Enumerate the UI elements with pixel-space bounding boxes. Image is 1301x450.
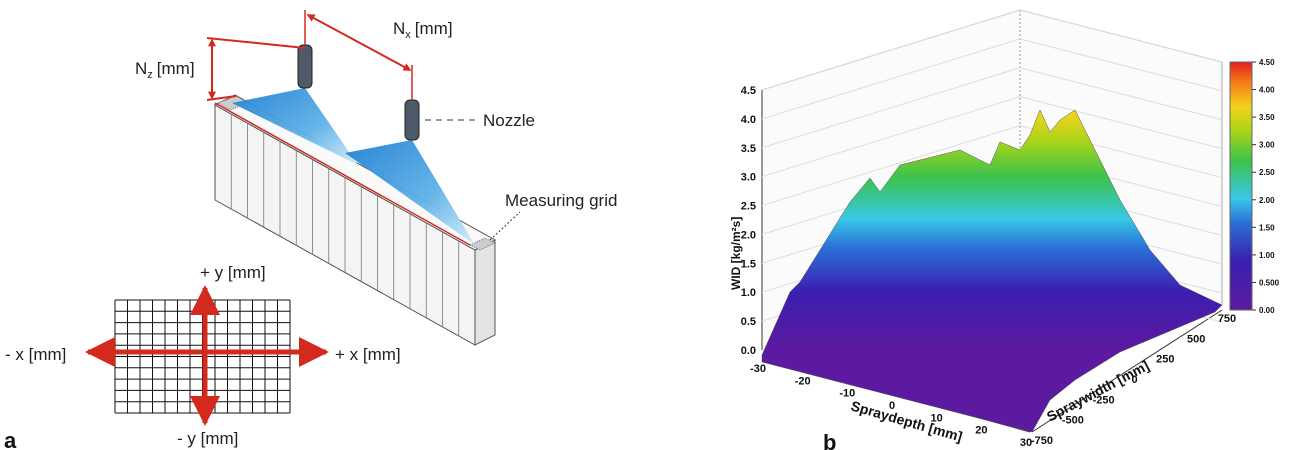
nozzle-body [297,44,313,89]
z-tick-label: 1.0 [741,287,756,299]
width-tick-label: -500 [1062,415,1084,427]
depth-tick-label: -10 [839,388,855,400]
colorbar-tick-label: 1.50 [1259,223,1275,232]
unit: [mm] [157,59,195,78]
colorbar [1229,61,1253,311]
depth-tick-label: 30 [1020,437,1032,449]
width-tick-label: -750 [1031,435,1053,447]
wall-grid-line [761,67,1021,149]
symbol: N [135,59,147,78]
z-tick-label: 2.0 [741,229,756,241]
colorbar-tick-label: 1.00 [1259,251,1275,260]
wall-grid-line [761,38,1021,120]
nozzle-label: Nozzle [483,111,535,130]
width-tick-label: 750 [1218,313,1236,325]
depth-tick-label: -30 [750,363,766,375]
wall-grid-line [761,96,1021,178]
measuring-box [213,94,497,346]
z-tick-label: 3.5 [741,143,756,155]
axis-labels: 0.0 0.5 1.0 1.5 2.0 2.5 3.0 3.5 4.0 4.5 -30 -20 -10 0… [741,58,1280,449]
symbol: N [393,19,405,38]
wall-grid-line [1019,9,1223,63]
box-end [474,239,496,346]
colorbar-tick-label: 2.00 [1259,196,1275,205]
colorbar-tick-label: 0.00 [1259,306,1275,315]
minus-x-label: - x [mm] [5,345,66,364]
subscript: x [405,29,411,41]
grid-cell [468,237,497,251]
wall-grid-line [1019,96,1223,150]
panel-label: b [823,430,836,450]
z-tick-label: 0.0 [741,345,756,357]
panel-label: a [4,428,17,450]
nx-label: Nx [mm] [393,19,453,41]
colorbar-tick-label: 4.00 [1259,86,1275,95]
z-tick-label: 3.0 [741,172,756,184]
width-axis-line [1031,309,1223,433]
z-tick-label: 2.5 [741,201,756,213]
measuring-grid-label: Measuring grid [505,191,617,210]
wall-grid-line [761,9,1021,91]
surface [761,109,1223,433]
spray-cone [232,88,358,165]
dimension-line [214,102,471,246]
colorbar-tick-label: 3.00 [1259,141,1275,150]
colorbar-tick-label: 3.50 [1259,113,1275,122]
wall-grid-line [1019,38,1223,92]
depth-tick-label: -20 [795,375,811,387]
plus-y-label: + y [mm] [200,263,266,282]
z-tick-label: 0.5 [741,316,756,328]
z-tick-label: 4.0 [741,114,756,126]
subscript: z [147,69,153,81]
depth-tick-label: 20 [975,425,987,437]
z-tick-label: 1.5 [741,258,756,270]
plus-x-label: + x [mm] [335,345,401,364]
dimension-line [206,37,306,49]
colorbar-tick-label: 2.50 [1259,168,1275,177]
box-top [213,94,497,251]
nz-label: Nz [mm] [135,59,195,81]
width-tick-label: 0 [1131,374,1137,386]
width-tick-label: 500 [1187,333,1205,345]
z-axis-title: WID [kg/m²s] [729,217,743,290]
wall-grid-line [1019,67,1223,121]
width-tick-label: 250 [1156,354,1174,366]
depth-tick-label: 0 [889,400,895,412]
colorbar-tick-label: 4.50 [1259,58,1275,67]
nozzle-body [404,99,420,141]
wall-grid-line [761,125,1021,207]
minus-y-label: - y [mm] [177,429,238,448]
unit: [mm] [415,19,453,38]
depth-tick-label: 10 [931,412,943,424]
leader-line [489,211,521,241]
z-tick-label: 4.5 [741,85,756,97]
colorbar-tick-label: 0.500 [1259,278,1280,287]
nx-arrow [306,14,412,71]
width-tick-label: -250 [1093,394,1115,406]
spray-cone [345,140,475,245]
